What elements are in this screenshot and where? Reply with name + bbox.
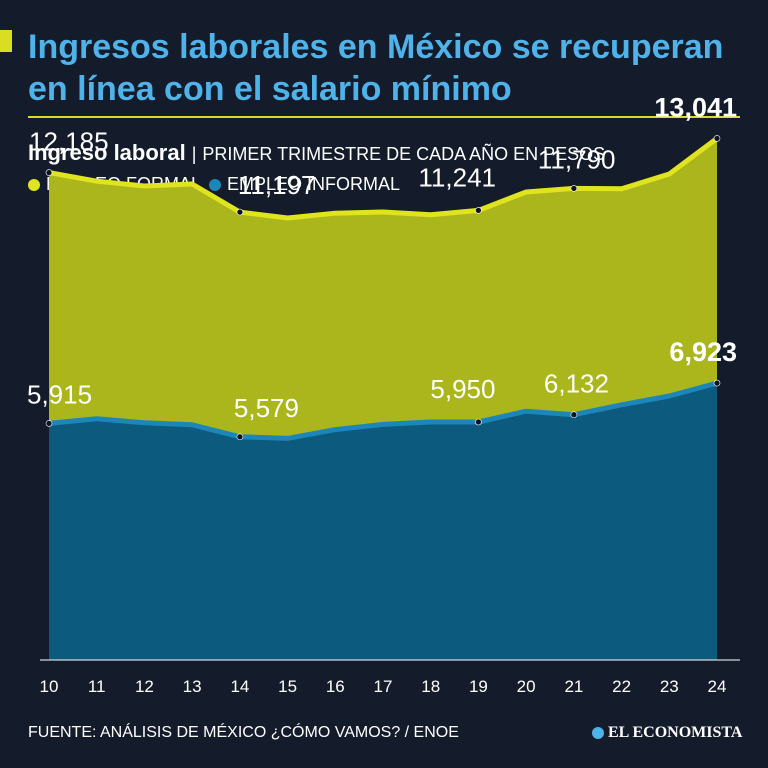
subtitle-strong: Ingreso laboral [28, 140, 186, 165]
x-tick-label-18: 18 [421, 677, 440, 696]
title-accent-bar [0, 30, 12, 52]
x-tick-label-24: 24 [708, 677, 727, 696]
informal-line [48, 380, 718, 441]
legend-dot-informal [209, 178, 222, 191]
legend-item-informal: EMPLEO INFORMAL [209, 174, 400, 195]
informal-data-label-14: 5,579 [234, 393, 299, 423]
formal-line [48, 136, 719, 221]
x-tick-label-22: 22 [612, 677, 631, 696]
chart-title: Ingresos laborales en México se recupera… [28, 28, 724, 108]
formal-data-label-19: 11,241 [418, 162, 496, 192]
formal-point-21 [570, 185, 578, 192]
informal-area [49, 383, 717, 660]
formal-data-label-24: 13,041 [654, 92, 737, 122]
formal-point-14 [236, 208, 244, 216]
legend-dot-formal [28, 178, 40, 191]
formal-data-label-10: 12,185 [29, 127, 109, 157]
informal-point-14 [236, 433, 244, 441]
formal-data-label-14: 11,197 [238, 170, 316, 200]
x-tick-label-12: 12 [135, 677, 154, 696]
x-tick-label-16: 16 [326, 677, 345, 696]
publisher-logo: EL ECONOMISTA [592, 724, 742, 742]
logo-text: EL ECONOMISTA [608, 724, 743, 741]
x-tick-label-13: 13 [183, 677, 202, 696]
formal-point-19 [475, 207, 482, 214]
x-tick-label-23: 23 [660, 677, 679, 696]
formal-point-24 [713, 135, 721, 142]
x-tick-label-17: 17 [374, 677, 393, 696]
informal-point-10 [45, 420, 53, 427]
informal-data-label-24: 6,923 [669, 337, 737, 367]
informal-data-label-21: 6,132 [544, 369, 609, 399]
x-tick-label-11: 11 [88, 677, 106, 696]
x-tick-label-14: 14 [230, 677, 249, 696]
formal-point-10 [45, 169, 53, 176]
legend-label-informal: EMPLEO INFORMAL [227, 174, 401, 194]
x-tick-label-15: 15 [278, 677, 297, 696]
x-tick-label-20: 20 [517, 677, 536, 696]
footer-source: FUENTE: ANÁLISIS DE MÉXICO ¿CÓMO VAMOS? … [28, 724, 459, 741]
informal-point-21 [570, 411, 578, 419]
x-tick-label-10: 10 [40, 677, 59, 696]
logo-mark-icon [592, 727, 604, 739]
x-tick-label-19: 19 [469, 677, 488, 696]
chart-subtitle: Ingreso laboral | PRIMER TRIMESTRE DE CADA… [28, 140, 605, 166]
informal-point-19 [475, 418, 482, 426]
title-divider [28, 116, 740, 118]
subtitle-separator: | [191, 144, 197, 164]
informal-point-24 [713, 379, 721, 387]
informal-data-label-19: 5,950 [430, 374, 495, 404]
x-tick-label-21: 21 [564, 677, 583, 696]
formal-data-label-21: 11,790 [538, 144, 616, 174]
informal-data-label-10: 5,915 [27, 379, 92, 409]
subtitle-rest: PRIMER TRIMESTRE DE CADA AÑO EN PESOS [202, 144, 606, 164]
